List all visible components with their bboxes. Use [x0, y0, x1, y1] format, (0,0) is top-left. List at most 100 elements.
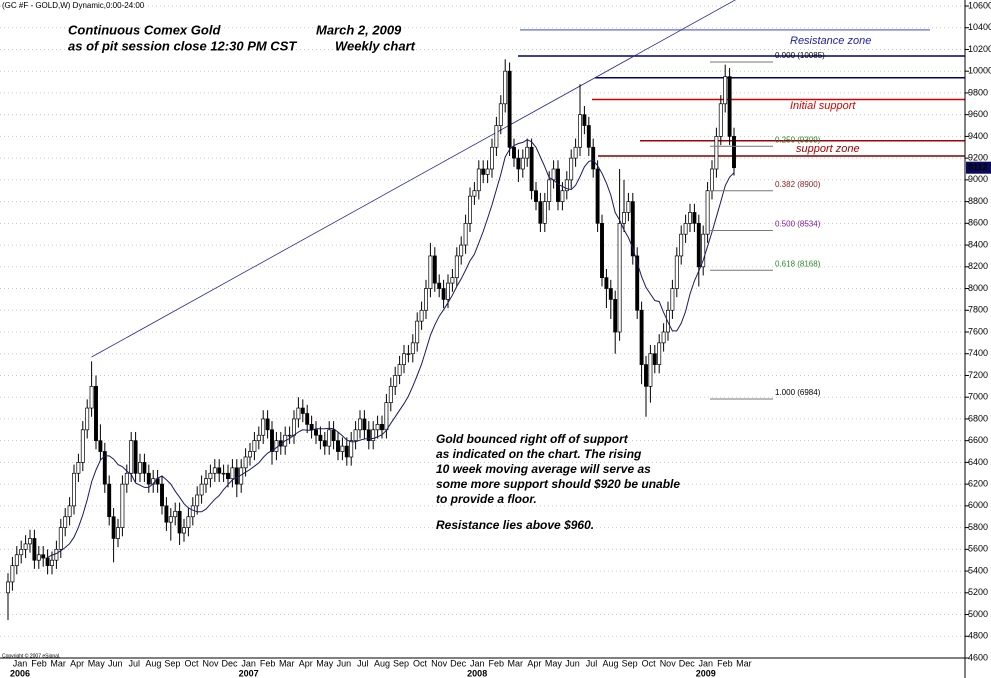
- candle-body: [463, 222, 468, 246]
- y-tick-label: 5000: [968, 609, 988, 619]
- x-tick-label: Jan: [13, 658, 28, 668]
- x-tick-label: Sep: [622, 658, 638, 668]
- candle-body: [397, 364, 402, 376]
- candle-body: [380, 424, 384, 431]
- candle-body: [591, 146, 596, 170]
- y-tick-label: 8400: [968, 239, 988, 249]
- y-tick-label: 4800: [968, 631, 988, 641]
- title: Continuous Comex Gold: [68, 22, 221, 37]
- candle-body: [146, 472, 151, 485]
- x-tick-label: Oct: [184, 658, 199, 668]
- candle-body: [292, 418, 296, 436]
- x-tick-label: Nov: [202, 658, 219, 668]
- note: Gold bounced right off of support: [436, 432, 629, 446]
- candle-body: [696, 222, 701, 268]
- y-tick-label: 10400: [968, 22, 991, 32]
- x-tick-label: Jul: [357, 658, 369, 668]
- x-tick-label: Apr: [299, 658, 313, 668]
- candle-body: [72, 472, 76, 507]
- candle-body: [710, 168, 714, 192]
- candle-body: [586, 125, 591, 148]
- candle-body: [578, 114, 582, 148]
- candle-body: [54, 548, 59, 561]
- y-tick-label: 5600: [968, 544, 988, 554]
- candle-body: [336, 440, 340, 452]
- candle-body: [692, 212, 697, 224]
- candle-body: [327, 429, 332, 447]
- candle-body: [133, 440, 138, 474]
- y-tick-label: 8600: [968, 218, 988, 228]
- y-tick-label: 5400: [968, 565, 988, 575]
- x-tick-label: Sep: [164, 658, 180, 668]
- candle-body: [116, 527, 120, 539]
- candle-body: [727, 76, 732, 137]
- candle-body: [498, 103, 503, 126]
- candle-body: [76, 462, 81, 474]
- candle-body: [639, 309, 644, 365]
- y-tick-label: 8000: [968, 283, 988, 293]
- candle-body: [296, 407, 301, 420]
- candle-body: [138, 462, 142, 474]
- candle-body: [366, 429, 371, 442]
- y-tick-label: 8800: [968, 196, 988, 206]
- candle-body: [410, 342, 415, 355]
- overlays: 0.000 (10085) 0.250 (9309) 0.382 (8900) 0.5…: [47, 51, 825, 558]
- last-price-box: [966, 161, 991, 174]
- year-label: 2008: [467, 668, 487, 678]
- candle-body: [111, 516, 116, 539]
- fib-label: 1.000 (6984): [775, 388, 821, 397]
- candle-body: [644, 364, 648, 387]
- candle-body: [142, 462, 147, 474]
- candle-body: [560, 190, 565, 202]
- x-tick-label: Jun: [565, 658, 580, 668]
- note: as indicated on the chart. The rising: [436, 447, 642, 461]
- year-label: 2009: [696, 668, 716, 678]
- candle-body: [626, 201, 631, 213]
- candle-body: [94, 385, 98, 442]
- x-tick-label: Nov: [660, 658, 677, 668]
- candle-body: [107, 483, 112, 518]
- candle-body: [450, 277, 455, 284]
- candle-body: [160, 483, 164, 507]
- candle-body: [265, 418, 270, 431]
- levels: [91, 0, 965, 358]
- candle-body: [437, 282, 442, 289]
- candle-body: [36, 554, 41, 561]
- candle-body: [120, 483, 125, 528]
- candle-body: [318, 434, 323, 442]
- y-tick-label: 4600: [968, 652, 988, 662]
- y-tick-label: 9000: [968, 174, 988, 184]
- candle-body: [573, 146, 578, 159]
- candle-body: [248, 451, 252, 458]
- candle-body: [388, 385, 393, 403]
- fib-label: 0.382 (8900): [775, 180, 821, 189]
- x-tick-label: May: [88, 658, 106, 668]
- candle-body: [89, 385, 94, 409]
- candle-body: [657, 342, 662, 365]
- x-tick-label: Jun: [108, 658, 123, 668]
- x-tick-label: Sep: [393, 658, 409, 668]
- candle-body: [349, 440, 354, 458]
- year-label: 2006: [10, 668, 30, 678]
- y-tick-label: 7400: [968, 348, 988, 358]
- x-tick-label: Feb: [717, 658, 733, 668]
- y-tick-label: 8200: [968, 261, 988, 271]
- trendline: [91, 0, 736, 358]
- candle-body: [353, 429, 358, 442]
- fib-label: 0.000 (10085): [775, 51, 825, 60]
- candle-body: [261, 418, 266, 436]
- candle-body: [542, 201, 547, 224]
- candle-body: [102, 451, 107, 485]
- x-tick-label: Nov: [431, 658, 448, 668]
- candle-body: [234, 467, 239, 485]
- x-tick-label: Mar: [736, 658, 752, 668]
- candle-body: [226, 472, 230, 480]
- candle-body: [600, 222, 604, 279]
- candle-body: [14, 554, 19, 566]
- candle-body: [538, 201, 543, 224]
- candle-body: [507, 70, 512, 148]
- candle-body: [221, 472, 226, 475]
- candle-body: [50, 559, 54, 566]
- candle-body: [441, 288, 446, 300]
- candle-body: [195, 494, 200, 507]
